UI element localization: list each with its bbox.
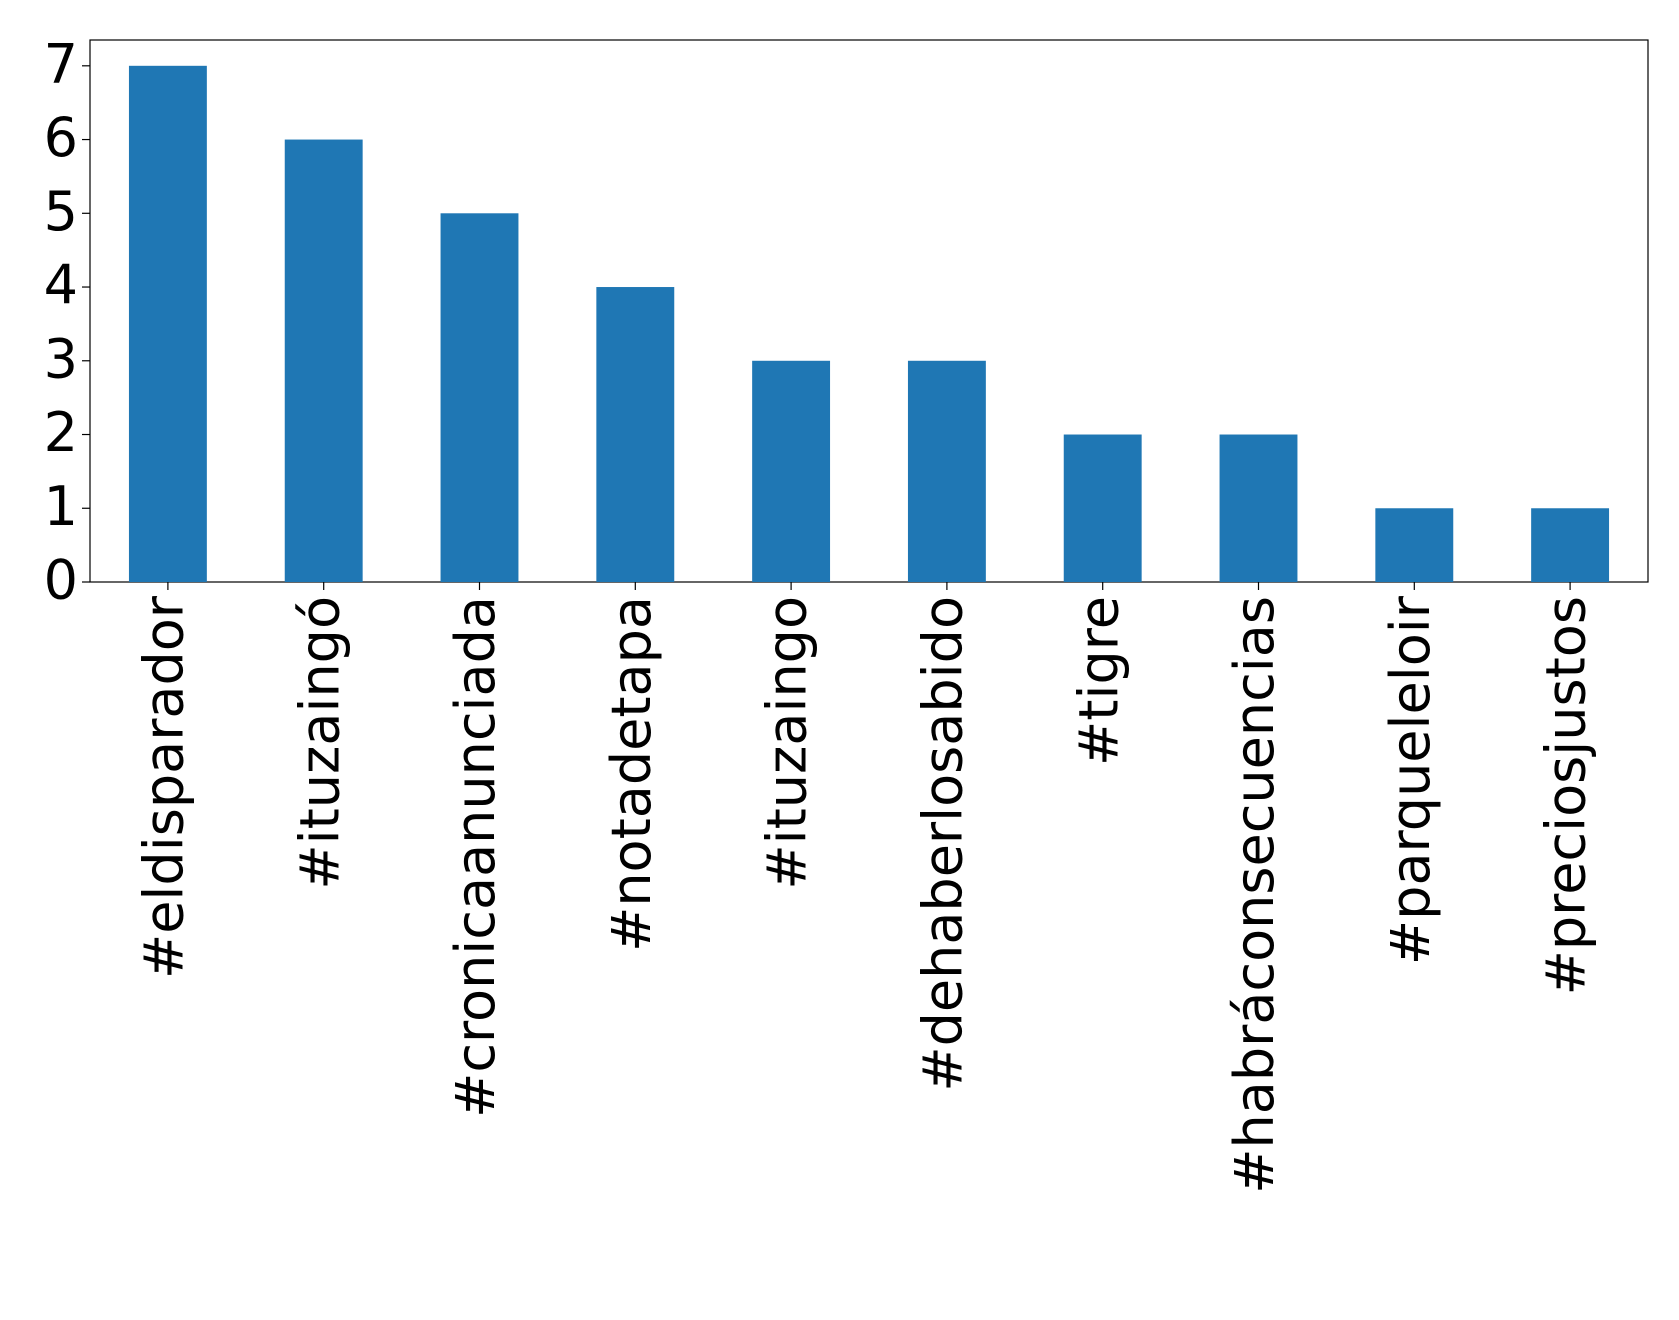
x-tick-label: #tigre xyxy=(1067,596,1130,766)
x-tick-label: #dehaberlosabido xyxy=(912,596,975,1092)
y-tick-label: 7 xyxy=(44,32,78,95)
plot-frame xyxy=(89,39,1649,583)
y-tick-label: 0 xyxy=(44,549,78,612)
x-tick-label: #preciosjustos xyxy=(1535,596,1598,995)
bar xyxy=(1219,434,1298,582)
x-tick-label: #notadetapa xyxy=(600,596,663,952)
bar xyxy=(1063,434,1142,582)
bar xyxy=(128,65,207,583)
y-tick-label: 3 xyxy=(44,327,78,390)
y-tick-label: 5 xyxy=(44,180,78,243)
bar xyxy=(284,139,363,582)
x-tick-label: #eldisparador xyxy=(133,595,196,979)
y-tick-label: 6 xyxy=(44,106,78,169)
y-tick-label: 1 xyxy=(44,475,78,538)
bar xyxy=(752,360,831,582)
x-tick-label: #cronicaanunciada xyxy=(444,596,507,1118)
bar xyxy=(1531,508,1610,582)
bar xyxy=(1375,508,1454,582)
y-tick-label: 4 xyxy=(44,254,78,317)
bar xyxy=(907,360,986,582)
x-tick-label: #ituzaingo xyxy=(756,596,819,890)
bar xyxy=(440,213,519,582)
x-tick-label: #habráconsecuencias xyxy=(1223,596,1286,1194)
y-tick-label: 2 xyxy=(44,401,78,464)
bar xyxy=(596,287,675,582)
x-tick-label: #parqueleloir xyxy=(1379,595,1442,965)
x-tick-label: #ituzaingó xyxy=(288,596,351,890)
